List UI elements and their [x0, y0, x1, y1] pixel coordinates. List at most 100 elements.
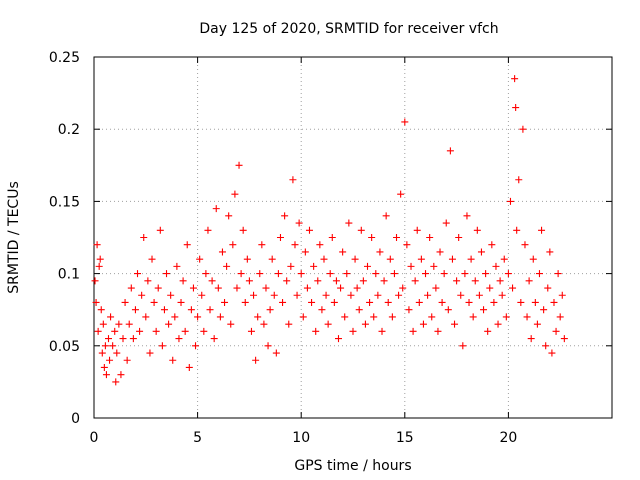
data-point [167, 291, 175, 299]
data-point [511, 75, 519, 83]
data-point [502, 313, 510, 321]
data-point [148, 255, 156, 263]
data-point [411, 277, 419, 285]
data-point [459, 342, 467, 350]
data-point [484, 327, 492, 335]
data-point [538, 226, 546, 234]
data-point [328, 234, 336, 241]
data-point [208, 277, 216, 285]
data-point [341, 313, 349, 321]
data-point [448, 255, 456, 263]
data-point [523, 313, 531, 321]
data-point [175, 335, 183, 343]
y-tick-label: 0.2 [58, 122, 80, 138]
data-point [274, 270, 282, 278]
data-point [260, 320, 268, 328]
data-point [98, 349, 106, 357]
x-tick-label: 5 [193, 430, 202, 446]
data-point [185, 363, 193, 371]
data-point [517, 298, 525, 306]
data-point [480, 306, 488, 314]
data-point [216, 313, 224, 321]
data-point [403, 241, 411, 249]
data-point [465, 298, 473, 306]
data-point [256, 270, 264, 278]
data-point [486, 284, 494, 292]
data-point [200, 327, 208, 335]
data-point [364, 262, 372, 270]
data-point [382, 212, 390, 220]
data-point [312, 327, 320, 335]
data-point [457, 291, 465, 299]
data-point [548, 349, 556, 357]
data-point [136, 327, 144, 335]
data-point [471, 277, 479, 285]
data-point [95, 262, 103, 270]
data-point [550, 298, 558, 306]
data-point [395, 291, 403, 299]
data-point [173, 262, 181, 270]
data-point [158, 342, 166, 350]
data-point [513, 226, 521, 234]
data-point [204, 226, 212, 234]
data-point [293, 291, 301, 299]
data-point [515, 176, 523, 184]
data-point [531, 298, 539, 306]
data-point [239, 226, 247, 234]
data-point [289, 176, 297, 184]
data-point [192, 342, 200, 350]
data-point [291, 241, 299, 249]
data-point [324, 320, 332, 328]
data-point [426, 234, 434, 241]
data-point [440, 270, 448, 278]
data-point [370, 313, 378, 321]
data-point [119, 335, 127, 343]
data-point [123, 356, 131, 364]
data-point [424, 291, 432, 299]
data-point [368, 234, 376, 241]
data-point [262, 284, 270, 292]
data-point [310, 262, 318, 270]
x-axis-label: GPS time / hours [294, 458, 411, 474]
data-point [361, 320, 369, 328]
data-point [250, 291, 258, 299]
data-point [415, 298, 423, 306]
data-point [384, 298, 392, 306]
data-point [295, 219, 303, 227]
data-point [91, 277, 99, 285]
data-point [461, 270, 469, 278]
data-point [142, 313, 150, 321]
data-point [463, 212, 471, 220]
data-point [376, 248, 384, 256]
data-point [117, 371, 125, 379]
data-point [525, 277, 533, 285]
data-point [326, 270, 334, 278]
data-point [351, 255, 359, 263]
data-point [100, 363, 108, 371]
data-point [160, 306, 168, 314]
plot-frame [93, 56, 613, 419]
data-point [107, 313, 115, 321]
data-point [96, 255, 104, 263]
data-point [225, 212, 233, 220]
data-point [446, 147, 454, 155]
data-point [535, 270, 543, 278]
data-point [496, 277, 504, 285]
data-point [399, 284, 407, 292]
data-point [469, 313, 477, 321]
data-point [189, 284, 197, 292]
data-point [359, 277, 367, 285]
data-point [428, 313, 436, 321]
data-point [322, 291, 330, 299]
data-point [154, 284, 162, 292]
data-point [422, 270, 430, 278]
data-point [131, 306, 139, 314]
data-point [227, 320, 235, 328]
data-point [436, 248, 444, 256]
data-point [339, 248, 347, 256]
data-point [330, 298, 338, 306]
data-point [546, 248, 554, 256]
data-point [121, 298, 129, 306]
data-point [533, 320, 541, 328]
data-point [366, 298, 374, 306]
